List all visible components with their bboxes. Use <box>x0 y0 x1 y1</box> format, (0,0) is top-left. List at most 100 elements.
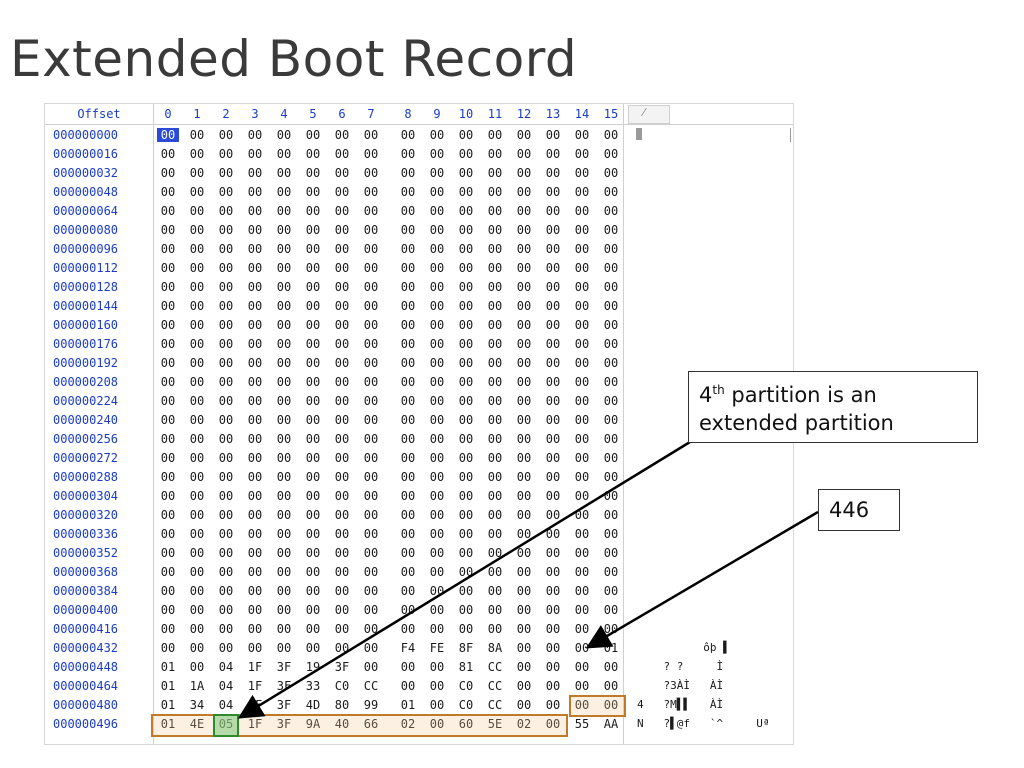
hex-byte[interactable]: 00 <box>516 394 532 408</box>
hex-row[interactable]: 000000064 00 00 00 00 00 00 00 00 00 00 00 00 00 00 00 0… <box>45 202 793 221</box>
hex-byte[interactable]: 00 <box>160 451 176 465</box>
hex-byte[interactable]: 00 <box>487 261 503 275</box>
hex-byte[interactable]: 00 <box>545 603 561 617</box>
hex-byte[interactable]: FE <box>429 641 445 655</box>
hex-byte[interactable]: 00 <box>603 622 619 636</box>
hex-byte[interactable]: 00 <box>334 242 350 256</box>
hex-byte[interactable]: 3F <box>276 679 292 693</box>
hex-byte[interactable]: 00 <box>363 185 379 199</box>
hex-byte[interactable]: 00 <box>363 565 379 579</box>
hex-byte[interactable]: 00 <box>189 432 205 446</box>
hex-byte[interactable]: 00 <box>334 261 350 275</box>
hex-byte[interactable]: 00 <box>487 280 503 294</box>
hex-byte[interactable]: 00 <box>305 356 321 370</box>
hex-byte[interactable]: 00 <box>305 204 321 218</box>
hex-byte[interactable]: 00 <box>487 508 503 522</box>
hex-byte[interactable]: 00 <box>429 451 445 465</box>
hex-byte[interactable]: 8F <box>458 641 474 655</box>
hex-byte[interactable]: 00 <box>574 242 590 256</box>
hex-byte[interactable]: 00 <box>603 147 619 161</box>
hex-byte[interactable]: 01 <box>400 698 416 712</box>
hex-byte[interactable]: 00 <box>603 356 619 370</box>
hex-byte[interactable]: 00 <box>160 147 176 161</box>
hex-byte[interactable]: 00 <box>545 451 561 465</box>
hex-byte[interactable]: 00 <box>400 451 416 465</box>
hex-byte[interactable]: 19 <box>305 660 321 674</box>
hex-byte[interactable]: 00 <box>487 527 503 541</box>
hex-byte[interactable]: 00 <box>516 527 532 541</box>
hex-byte[interactable]: 00 <box>334 622 350 636</box>
hex-byte[interactable]: 00 <box>574 470 590 484</box>
hex-byte[interactable]: 00 <box>458 394 474 408</box>
hex-byte[interactable]: 00 <box>458 242 474 256</box>
hex-byte[interactable]: 00 <box>429 622 445 636</box>
hex-byte[interactable]: 00 <box>160 375 176 389</box>
hex-byte[interactable]: 00 <box>276 185 292 199</box>
hex-byte[interactable]: 01 <box>160 660 176 674</box>
hex-byte[interactable]: 00 <box>305 622 321 636</box>
hex-byte[interactable]: 00 <box>218 470 234 484</box>
hex-byte[interactable]: 00 <box>487 375 503 389</box>
hex-byte[interactable]: 00 <box>276 356 292 370</box>
hex-byte[interactable]: CC <box>363 679 379 693</box>
hex-byte[interactable]: 00 <box>458 280 474 294</box>
hex-byte[interactable]: 00 <box>305 413 321 427</box>
hex-byte[interactable]: 00 <box>363 489 379 503</box>
hex-byte[interactable]: 00 <box>247 375 263 389</box>
hex-byte[interactable]: 00 <box>218 603 234 617</box>
hex-byte[interactable]: 00 <box>400 603 416 617</box>
hex-byte[interactable]: 00 <box>276 451 292 465</box>
hex-byte[interactable]: 00 <box>458 223 474 237</box>
hex-byte[interactable]: 00 <box>516 280 532 294</box>
hex-byte[interactable]: 00 <box>545 679 561 693</box>
hex-byte[interactable]: 00 <box>189 603 205 617</box>
hex-byte[interactable]: 00 <box>400 356 416 370</box>
hex-row[interactable]: 000000176 00 00 00 00 00 00 00 00 00 00 00 00 00 00 00 0… <box>45 335 793 354</box>
hex-row[interactable]: 000000032 00 00 00 00 00 00 00 00 00 00 00 00 00 00 00 0… <box>45 164 793 183</box>
hex-byte[interactable]: 5E <box>487 717 503 731</box>
hex-byte[interactable]: 00 <box>305 337 321 351</box>
hex-byte[interactable]: 3F <box>276 660 292 674</box>
hex-byte[interactable]: 00 <box>189 242 205 256</box>
hex-byte[interactable]: 00 <box>363 508 379 522</box>
hex-byte[interactable]: 00 <box>218 147 234 161</box>
hex-byte[interactable]: 00 <box>247 242 263 256</box>
hex-byte[interactable]: 00 <box>574 527 590 541</box>
hex-byte[interactable]: 00 <box>189 413 205 427</box>
hex-byte[interactable]: 00 <box>603 185 619 199</box>
hex-byte[interactable]: 00 <box>305 451 321 465</box>
hex-byte[interactable]: 9A <box>305 717 321 731</box>
hex-byte[interactable]: 00 <box>545 185 561 199</box>
hex-byte[interactable]: 00 <box>247 432 263 446</box>
hex-byte[interactable]: 00 <box>603 204 619 218</box>
hex-byte[interactable]: 00 <box>429 280 445 294</box>
hex-byte[interactable]: 00 <box>574 679 590 693</box>
hex-byte[interactable]: 00 <box>516 128 532 142</box>
hex-byte[interactable]: 00 <box>458 470 474 484</box>
hex-byte[interactable]: 00 <box>545 242 561 256</box>
hex-byte[interactable]: 00 <box>305 299 321 313</box>
hex-byte[interactable]: 00 <box>363 584 379 598</box>
hex-byte[interactable]: C0 <box>458 679 474 693</box>
hex-byte[interactable]: AA <box>603 717 619 731</box>
hex-byte[interactable]: 00 <box>400 185 416 199</box>
hex-byte[interactable]: 00 <box>305 432 321 446</box>
hex-byte[interactable]: 00 <box>363 394 379 408</box>
hex-byte[interactable]: 00 <box>574 261 590 275</box>
hex-byte[interactable]: 00 <box>276 128 292 142</box>
hex-byte[interactable]: 00 <box>334 489 350 503</box>
hex-byte[interactable]: 00 <box>603 413 619 427</box>
hex-byte[interactable]: 00 <box>218 641 234 655</box>
hex-byte[interactable]: 00 <box>218 565 234 579</box>
hex-row[interactable]: 000000272 00 00 00 00 00 00 00 00 00 00 00 00 00 00 00 0… <box>45 449 793 468</box>
hex-byte[interactable]: 00 <box>545 128 561 142</box>
hex-byte[interactable]: 00 <box>363 470 379 484</box>
hex-byte[interactable]: 00 <box>429 299 445 313</box>
hex-byte[interactable]: 00 <box>247 299 263 313</box>
hex-byte[interactable]: 00 <box>218 527 234 541</box>
hex-byte[interactable]: 00 <box>545 261 561 275</box>
hex-byte[interactable]: 00 <box>429 679 445 693</box>
hex-byte[interactable]: 00 <box>603 679 619 693</box>
hex-byte[interactable]: 00 <box>160 280 176 294</box>
hex-byte[interactable]: 00 <box>363 546 379 560</box>
